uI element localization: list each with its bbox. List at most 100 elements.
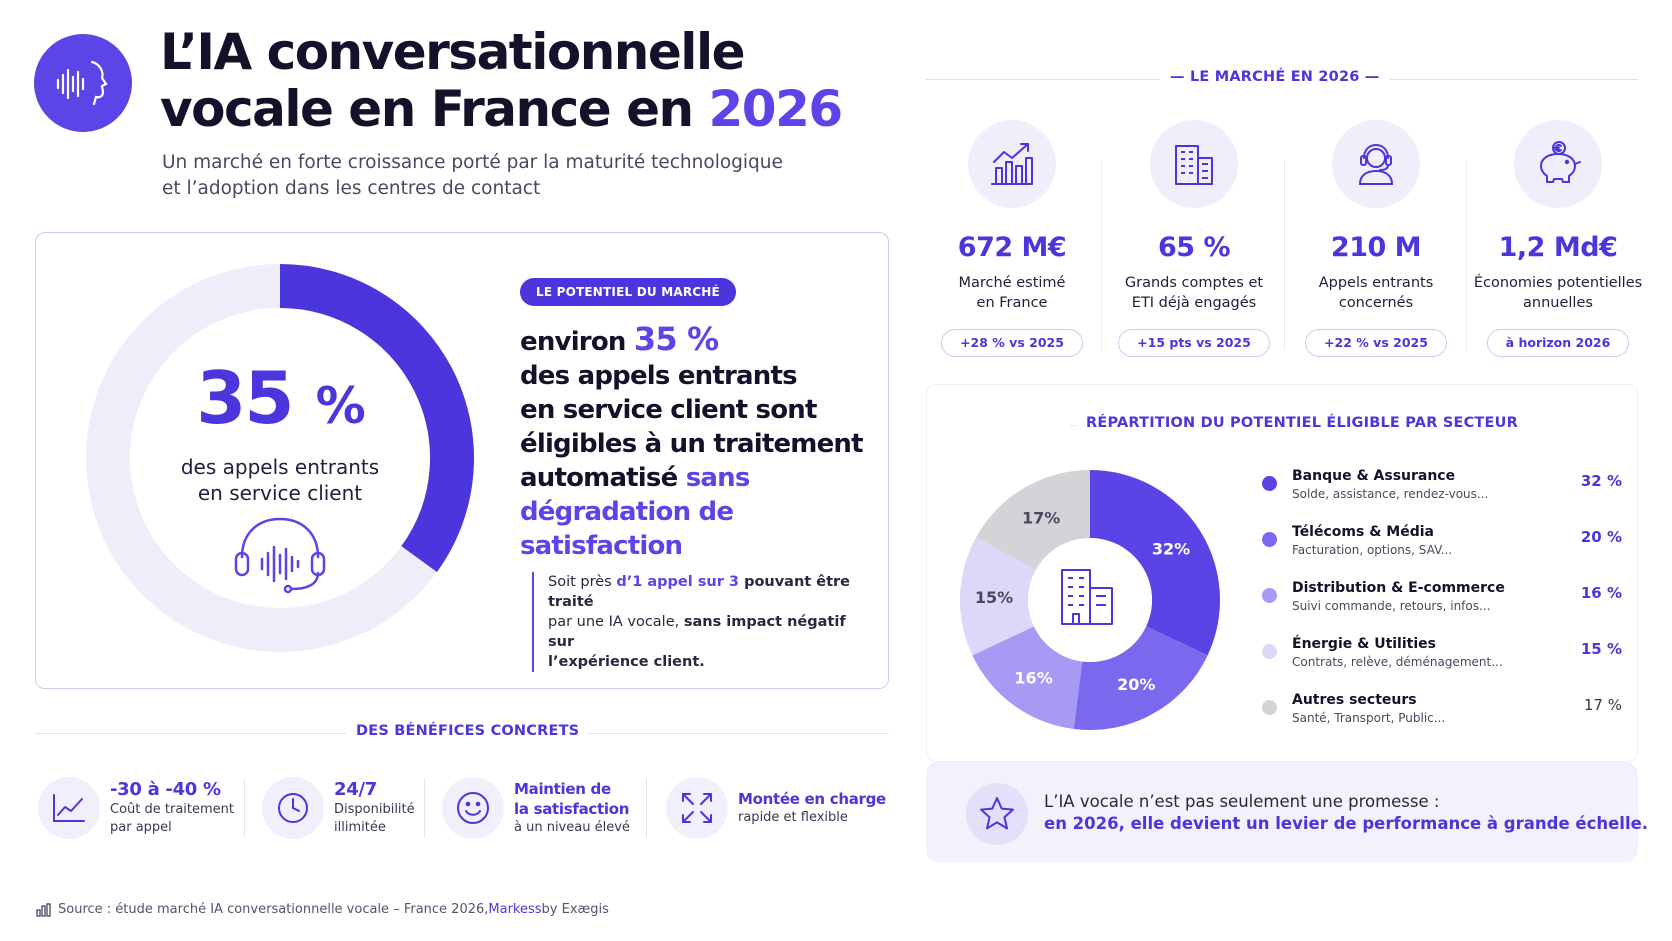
benefit-availability: 24/7 Disponibilité illimitée xyxy=(262,772,422,844)
statement-line-5: automatisé sans xyxy=(520,461,870,495)
quote-part-e: sans impact négatif sur xyxy=(548,614,846,650)
benefit-cost-sub-2: par appel xyxy=(110,820,172,835)
benefit-divider xyxy=(646,778,647,838)
source-note: Source : étude marché IA conversationnel… xyxy=(36,902,609,917)
promise-banner xyxy=(926,762,1638,862)
legend-sector-desc: Santé, Transport, Public... xyxy=(1292,711,1446,725)
headset-icon xyxy=(234,517,326,594)
benefit-divider xyxy=(244,778,245,838)
kpi-engaged-accounts-label-1: Grands comptes et xyxy=(1124,275,1264,291)
statement-line-1: environ 35 % xyxy=(520,322,870,359)
sector-slice-label: 20% xyxy=(1117,675,1155,694)
title-year: 2026 xyxy=(708,80,844,138)
legend-dot xyxy=(1262,476,1277,491)
benefit-satisfaction-sub-1: à un niveau élevé xyxy=(514,820,630,835)
benefit-cost-title: -30 à -40 % xyxy=(110,779,221,800)
legend-sector-desc: Solde, assistance, rendez-vous... xyxy=(1292,487,1489,501)
promise-line-1: L’IA vocale n’est pas seulement une prom… xyxy=(1044,792,1440,811)
statement-line-2: des appels entrants xyxy=(520,361,798,391)
kpi-divider xyxy=(1466,160,1467,350)
kpi-calls-value: 210 M xyxy=(1330,232,1422,263)
market-potential-badge: LE POTENTIEL DU MARCHÉ xyxy=(520,278,736,306)
benefit-cost-sub-1: Coût de traitement xyxy=(110,802,234,817)
sector-slice-label: 32% xyxy=(1152,540,1190,559)
kpi-engaged-accounts-value: 65 % xyxy=(1157,232,1231,263)
legend-sector-value: 17 % xyxy=(1583,696,1622,714)
piggy-bank-icon xyxy=(1514,120,1602,208)
quote-part-c: pouvant être traité xyxy=(548,574,851,610)
quote-part-a: Soit près xyxy=(548,574,617,590)
potential-statement: environ 35 % des appels entrants en serv… xyxy=(520,322,870,563)
page-subtitle: Un marché en forte croissance porté par … xyxy=(162,150,862,202)
sector-slice xyxy=(960,537,1036,656)
sector-legend-row: Télécoms & Média Facturation, options, SA… xyxy=(1262,524,1622,564)
sector-slice xyxy=(1073,626,1208,730)
source-text: Source : étude marché IA conversationnel… xyxy=(58,902,489,917)
statement-line-3: en service client sont xyxy=(520,395,817,425)
statement-automatise: automatisé xyxy=(520,463,686,493)
title-line-1: L’IA conversationnelle xyxy=(160,23,746,81)
potential-quote: Soit près d’1 appel sur 3 pouvant être t… xyxy=(532,572,862,672)
legend-sector-value: 20 % xyxy=(1580,528,1622,546)
potential-caption-line-2: en service client xyxy=(197,481,363,505)
sector-slice xyxy=(1090,470,1220,656)
legend-dot xyxy=(1262,700,1277,715)
logo xyxy=(34,34,132,132)
kpi-engaged-accounts-label-2: ETI déjà engagés xyxy=(1131,295,1257,311)
benefit-satisfaction-title-1: Maintien de xyxy=(514,780,611,798)
benefit-satisfaction: Maintien de la satisfaction à un niveau … xyxy=(442,772,642,844)
legend-sector-value: 16 % xyxy=(1580,584,1622,602)
statement-sans: sans xyxy=(685,463,751,493)
kpi-market-size: 672 M€ Marché estimé en France +28 % vs 2… xyxy=(923,120,1101,357)
buildings-icon xyxy=(1150,120,1238,208)
kpi-calls-label-2: concernés xyxy=(1338,295,1414,311)
sector-legend-row: Banque & Assurance Solde, assistance, ren… xyxy=(1262,468,1622,508)
potential-big-value: 35 % xyxy=(120,358,440,446)
kpi-engaged-accounts-badge: +15 pts vs 2025 xyxy=(1118,329,1270,357)
kpi-market-size-badge: +28 % vs 2025 xyxy=(941,329,1083,357)
benefit-scalability: Montée en charge rapide et flexible xyxy=(666,772,890,844)
sector-slice xyxy=(972,626,1083,729)
kpi-market-size-label-2: en France xyxy=(976,295,1048,311)
potential-caption-line-1: des appels entrants xyxy=(180,455,380,479)
kpi-savings-value: 1,2 Md€ xyxy=(1498,232,1618,263)
kpi-calls: 210 M Appels entrants concernés +22 % vs … xyxy=(1287,120,1465,357)
sector-legend-row: Énergie & Utilities Contrats, relève, dém… xyxy=(1262,636,1622,676)
source-suffix: by Exægis xyxy=(541,902,609,917)
sector-slice-label: 15% xyxy=(975,588,1013,607)
kpi-savings-badge: à horizon 2026 xyxy=(1486,329,1630,357)
kpi-market-size-label-1: Marché estimé xyxy=(958,275,1066,291)
potential-donut xyxy=(86,264,474,652)
expand-arrows-icon xyxy=(666,777,728,839)
legend-dot xyxy=(1262,532,1277,547)
kpi-savings-label-2: annuelles xyxy=(1523,295,1593,311)
kpi-calls-label: Appels entrants concernés xyxy=(1287,273,1465,313)
building-icon xyxy=(1061,569,1113,625)
kpi-savings-label: Économies potentielles annuelles xyxy=(1469,273,1647,313)
bar-chart-icon xyxy=(36,902,51,917)
potential-caption: des appels entrants en service client xyxy=(140,454,420,506)
potential-donut-arc xyxy=(279,264,474,573)
quote-part-d: par une IA vocale, xyxy=(548,614,684,630)
kpi-market-size-value: 672 M€ xyxy=(957,232,1067,263)
kpi-divider xyxy=(1101,160,1102,350)
legend-sector-desc: Contrats, relève, déménagement... xyxy=(1292,655,1503,669)
sector-donut-chart: 32% 20% 16% 15% 17% xyxy=(960,470,1220,730)
sector-slice xyxy=(976,470,1090,571)
legend-sector-name: Banque & Assurance xyxy=(1292,468,1456,484)
clock-icon xyxy=(262,777,324,839)
sector-legend-row: Autres secteurs Santé, Transport, Public.… xyxy=(1262,692,1622,732)
trend-chart-icon xyxy=(38,777,100,839)
statement-line-6: dégradation de satisfaction xyxy=(520,497,734,561)
legend-dot xyxy=(1262,644,1277,659)
sector-heading: RÉPARTITION DU POTENTIEL ÉLIGIBLE PAR SE… xyxy=(1076,415,1528,431)
sector-legend-row: Distribution & E-commerce Suivi commande,… xyxy=(1262,580,1622,620)
quote-part-f: l’expérience client. xyxy=(548,654,705,670)
benefit-availability-sub-1: Disponibilité xyxy=(334,802,415,817)
page-title: L’IA conversationnelle vocale en France … xyxy=(160,24,860,138)
legend-sector-name: Télécoms & Média xyxy=(1292,524,1434,540)
legend-sector-desc: Suivi commande, retours, infos... xyxy=(1292,599,1491,613)
kpi-calls-badge: +22 % vs 2025 xyxy=(1305,329,1447,357)
chart-growth-icon xyxy=(968,120,1056,208)
kpi-engaged-accounts: 65 % Grands comptes et ETI déjà engagés +… xyxy=(1105,120,1283,357)
